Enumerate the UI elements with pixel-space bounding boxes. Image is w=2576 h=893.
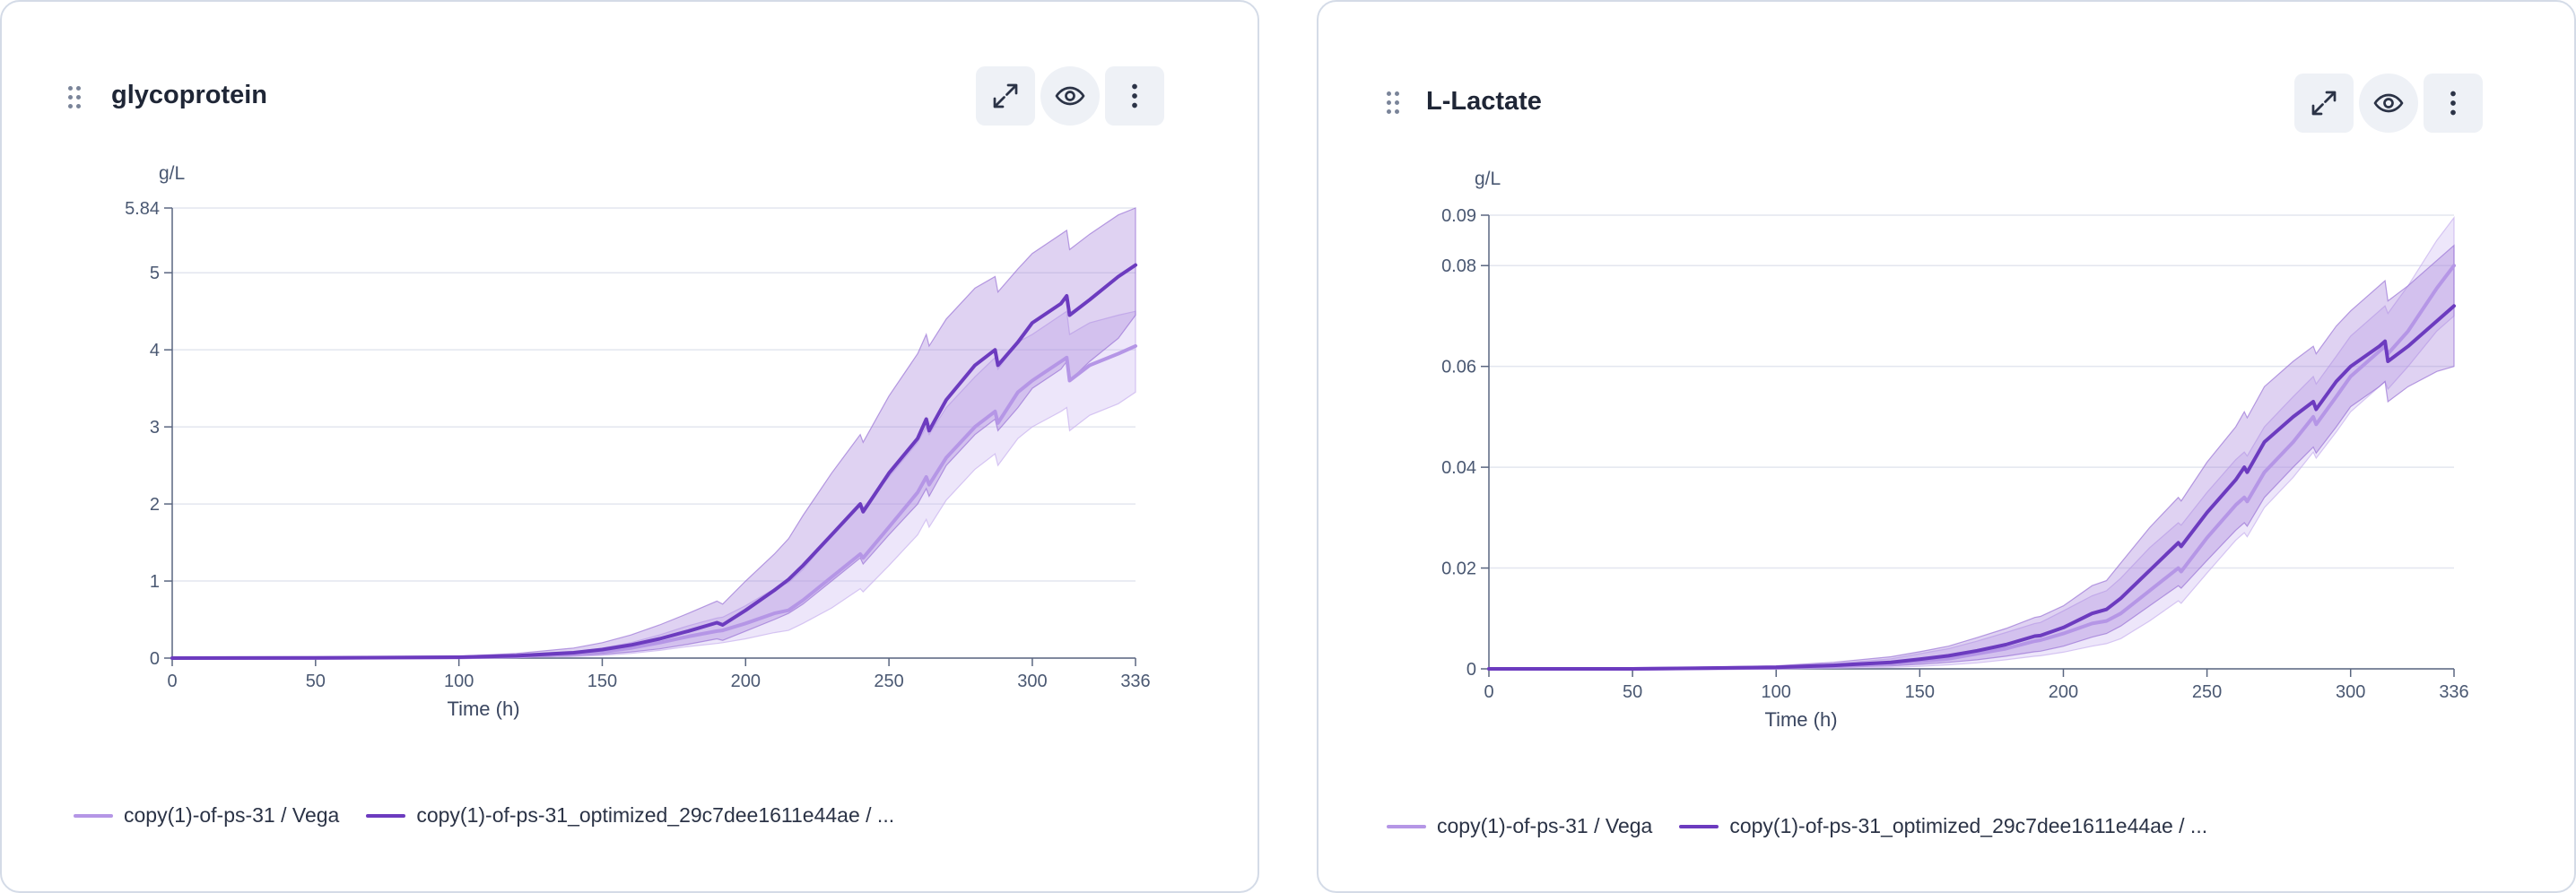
legend-item[interactable]: copy(1)-of-ps-31 / Vega (74, 803, 339, 828)
x-tick-label: 336 (2439, 682, 2468, 702)
drag-handle-icon[interactable] (68, 86, 84, 111)
x-tick-label: 100 (444, 672, 474, 691)
legend-label: copy(1)-of-ps-31_optimized_29c7dee1611e4… (416, 803, 895, 827)
confidence-band-series-2 (171, 207, 1136, 659)
y-tick-label: 5 (150, 264, 160, 283)
expand-button[interactable] (976, 66, 1035, 126)
chart-plot-area: 0 0.02 0.04 0.06 0.08 0.09 0 50 100 150 200 250 300 3… (1441, 206, 2469, 731)
y-tick-label: 0.02 (1441, 559, 1476, 579)
expand-icon (993, 83, 1018, 108)
y-tick-label: 0.06 (1441, 358, 1476, 377)
chart-card-l-lactate: L-Lactate g/L 0 0.02 0.04 0.06 0.08 0.09 0 50 10… (1317, 0, 2576, 893)
x-axis-title: Time (h) (1764, 708, 1837, 731)
x-tick-label: 0 (167, 672, 177, 691)
chart-title: glycoprotein (111, 81, 268, 109)
x-tick-label: 300 (2336, 682, 2365, 702)
series-line-2 (1487, 304, 2456, 671)
legend-swatch (366, 813, 406, 818)
x-tick-label: 300 (1017, 672, 1047, 691)
chart-legend: copy(1)-of-ps-31 / Vega copy(1)-of-ps-31… (1387, 814, 2234, 838)
x-tick-label: 336 (1120, 672, 1150, 691)
x-tick-label: 250 (2192, 682, 2222, 702)
series-line-2 (170, 263, 1137, 660)
legend-label: copy(1)-of-ps-31 / Vega (124, 803, 340, 827)
y-tick-label: 0.09 (1441, 206, 1476, 226)
series-line-1 (170, 343, 1137, 660)
drag-handle-icon[interactable] (1387, 91, 1403, 117)
confidence-band-series-1 (171, 310, 1136, 659)
legend-item[interactable]: copy(1)-of-ps-31_optimized_29c7dee1611e4… (366, 803, 894, 828)
y-tick-label: 5.84 (125, 199, 160, 219)
legend-swatch (74, 813, 113, 818)
legend-item[interactable]: copy(1)-of-ps-31_optimized_29c7dee1611e4… (1679, 814, 2207, 838)
more-options-button[interactable] (2424, 74, 2483, 133)
x-tick-label: 50 (1623, 682, 1642, 702)
expand-icon (2311, 91, 2337, 116)
more-vertical-icon (2450, 91, 2456, 116)
more-vertical-icon (1132, 83, 1137, 108)
series-line-1 (1487, 264, 2456, 671)
x-tick-label: 250 (874, 672, 903, 691)
y-tick-label: 2 (150, 495, 160, 515)
y-tick-label: 0.08 (1441, 256, 1476, 276)
y-tick-label: 0 (1466, 660, 1476, 680)
x-tick-label: 0 (1484, 682, 1493, 702)
legend-label: copy(1)-of-ps-31_optimized_29c7dee1611e4… (1729, 814, 2208, 837)
chart-card-glycoprotein: glycoprotein g/L 0 1 2 3 4 5 5.84 0 50 100 150 200 2… (0, 0, 1259, 893)
legend-swatch (1679, 824, 1719, 828)
x-tick-label: 200 (731, 672, 761, 691)
x-axis-title: Time (h) (447, 698, 519, 720)
x-tick-label: 50 (306, 672, 326, 691)
y-axis-unit: g/L (1475, 169, 1501, 189)
legend-item[interactable]: copy(1)-of-ps-31 / Vega (1387, 814, 1652, 838)
eye-icon (1055, 86, 1085, 106)
visibility-button[interactable] (1040, 66, 1100, 126)
chart-legend: copy(1)-of-ps-31 / Vega copy(1)-of-ps-31… (74, 803, 921, 828)
x-tick-label: 150 (1905, 682, 1935, 702)
chart-title: L-Lactate (1426, 87, 1542, 116)
y-tick-label: 0 (150, 649, 160, 669)
visibility-button[interactable] (2359, 74, 2418, 133)
legend-label: copy(1)-of-ps-31 / Vega (1437, 814, 1653, 837)
x-tick-label: 200 (2049, 682, 2078, 702)
y-tick-label: 0.04 (1441, 458, 1476, 478)
more-options-button[interactable] (1105, 66, 1164, 126)
y-tick-label: 4 (150, 341, 160, 360)
legend-swatch (1387, 824, 1426, 828)
chart-plot-area: 0 1 2 3 4 5 5.84 0 50 100 150 200 250 300 336 Time (h) (125, 199, 1151, 720)
x-tick-label: 100 (1762, 682, 1791, 702)
y-tick-label: 1 (150, 572, 160, 592)
x-tick-label: 150 (587, 672, 617, 691)
y-tick-label: 3 (150, 418, 160, 438)
expand-button[interactable] (2294, 74, 2354, 133)
y-axis-unit: g/L (159, 163, 186, 184)
eye-icon (2373, 93, 2404, 113)
